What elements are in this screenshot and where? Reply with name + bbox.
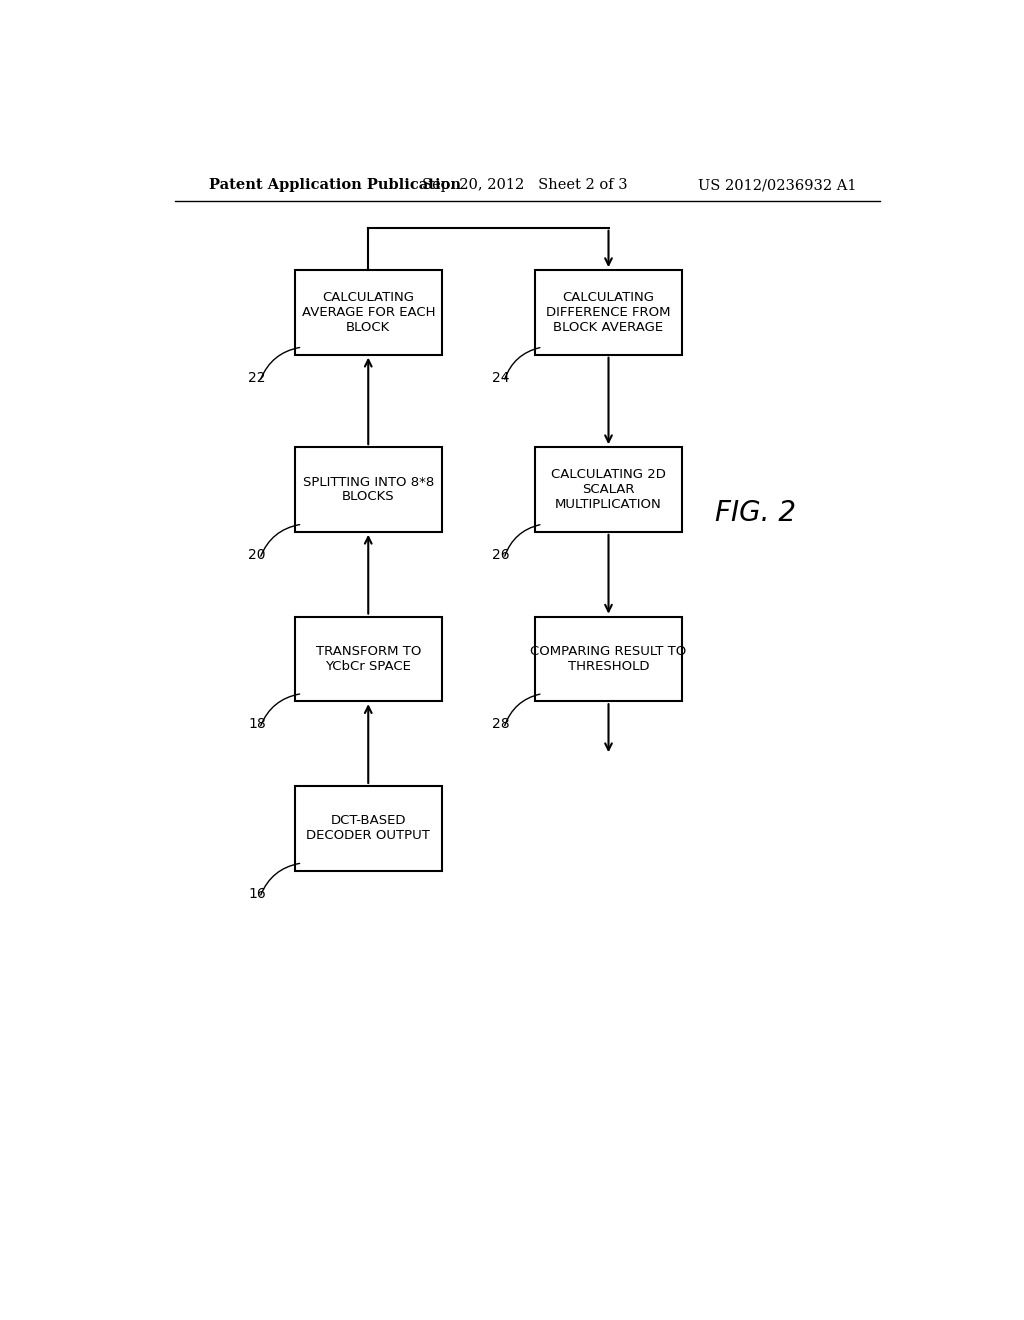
Text: TRANSFORM TO
YCbCr SPACE: TRANSFORM TO YCbCr SPACE — [315, 645, 421, 673]
Text: COMPARING RESULT TO
THRESHOLD: COMPARING RESULT TO THRESHOLD — [530, 645, 687, 673]
Bar — [535, 271, 682, 355]
Text: 22: 22 — [248, 371, 265, 385]
Text: FIG. 2: FIG. 2 — [715, 499, 797, 527]
Text: Patent Application Publication: Patent Application Publication — [209, 178, 462, 193]
Bar — [295, 271, 442, 355]
Text: CALCULATING
DIFFERENCE FROM
BLOCK AVERAGE: CALCULATING DIFFERENCE FROM BLOCK AVERAG… — [546, 290, 671, 334]
Text: CALCULATING 2D
SCALAR
MULTIPLICATION: CALCULATING 2D SCALAR MULTIPLICATION — [551, 469, 666, 511]
Text: 18: 18 — [248, 717, 266, 731]
Bar — [295, 616, 442, 701]
Text: 24: 24 — [493, 371, 510, 385]
Text: DCT-BASED
DECODER OUTPUT: DCT-BASED DECODER OUTPUT — [306, 814, 430, 842]
Text: 28: 28 — [493, 717, 510, 731]
Text: 16: 16 — [248, 887, 266, 900]
Text: 26: 26 — [493, 548, 510, 562]
Bar — [295, 447, 442, 532]
Text: US 2012/0236932 A1: US 2012/0236932 A1 — [698, 178, 856, 193]
Text: CALCULATING
AVERAGE FOR EACH
BLOCK: CALCULATING AVERAGE FOR EACH BLOCK — [301, 290, 435, 334]
Bar — [535, 616, 682, 701]
Bar — [295, 785, 442, 871]
Text: Sep. 20, 2012   Sheet 2 of 3: Sep. 20, 2012 Sheet 2 of 3 — [422, 178, 628, 193]
Bar — [535, 447, 682, 532]
Text: 20: 20 — [248, 548, 265, 562]
Text: SPLITTING INTO 8*8
BLOCKS: SPLITTING INTO 8*8 BLOCKS — [303, 475, 434, 503]
